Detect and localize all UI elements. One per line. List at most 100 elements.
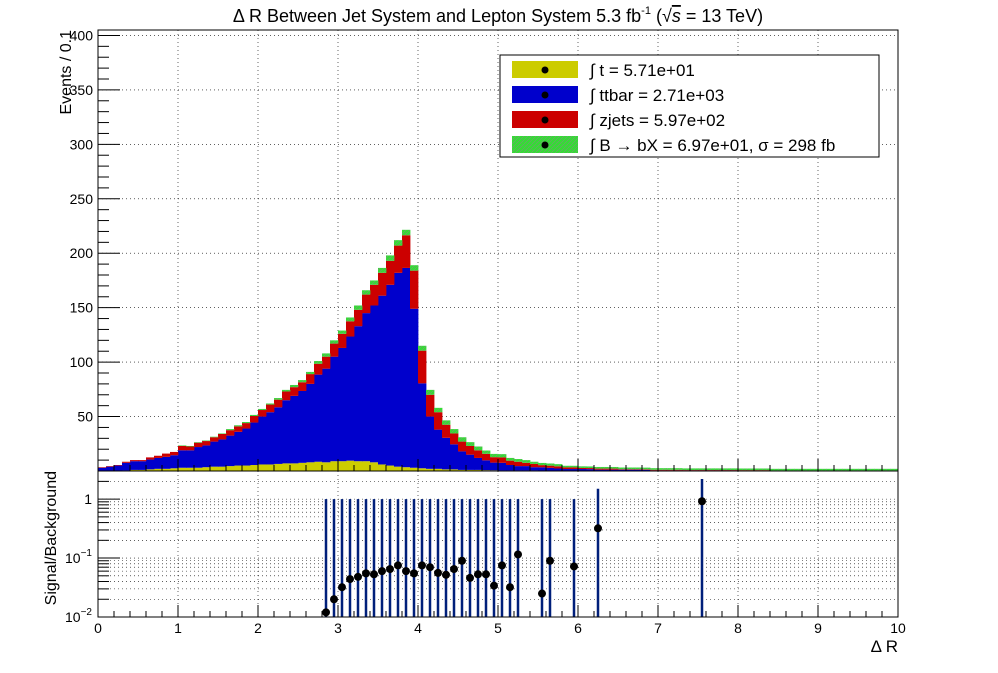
hist-bar [890, 468, 898, 471]
hist-bar [634, 467, 643, 470]
hist-bar [394, 245, 403, 273]
legend-label: ∫ t = 5.71e+01 [589, 61, 695, 80]
hist-bar [210, 441, 219, 467]
hist-bar [186, 467, 195, 471]
ratio-point [538, 589, 546, 598]
hist-bar [866, 468, 875, 471]
legend-marker [541, 141, 549, 149]
hist-bar [554, 464, 563, 467]
hist-bar [218, 466, 227, 471]
hist-bar [514, 461, 523, 467]
hist-bar [634, 469, 643, 470]
hist-bar [506, 457, 515, 461]
hist-bar [346, 336, 355, 461]
hist-bar [242, 428, 251, 466]
hist-bar [234, 426, 243, 432]
x-tick-label: 1 [174, 620, 182, 636]
hist-bar [210, 466, 219, 471]
hist-bar [266, 412, 275, 465]
hist-bar [130, 460, 139, 462]
hist-bar [650, 469, 659, 471]
hist-bar [498, 457, 507, 463]
hist-bar [346, 317, 355, 322]
hist-bar [642, 469, 651, 470]
ratio-point [346, 575, 354, 584]
hist-bar [498, 454, 507, 458]
hist-bar [266, 403, 275, 405]
hist-bar [226, 466, 235, 471]
hist-bar [506, 460, 515, 466]
hist-bar [498, 462, 507, 471]
hist-bar [490, 457, 499, 463]
hist-bar [106, 466, 115, 471]
legend-marker [541, 116, 549, 124]
hist-bar [210, 436, 219, 438]
hist-bar [282, 400, 291, 464]
hist-bar [634, 469, 643, 471]
y-tick-label: 150 [70, 300, 94, 316]
ratio-point [442, 570, 450, 579]
x-tick-label: 7 [654, 620, 662, 636]
hist-bar [186, 450, 195, 468]
hist-bar [810, 468, 819, 471]
hist-bar [378, 464, 387, 471]
hist-bar [426, 468, 435, 471]
hist-bar [146, 457, 155, 460]
hist-bar [594, 466, 603, 469]
hist-bar [290, 463, 299, 471]
hist-bar [554, 468, 563, 471]
hist-bar [842, 468, 851, 471]
hist-bar [242, 423, 251, 429]
hist-bar [154, 455, 163, 458]
hist-bar [394, 240, 403, 246]
ratio-point [330, 595, 338, 604]
hist-bar [282, 463, 291, 471]
hist-bar [178, 445, 187, 451]
legend-label: ∫ zjets = 5.97e+02 [589, 111, 725, 130]
ratio-point [410, 569, 418, 578]
hist-bar [482, 460, 491, 471]
hist-bar [410, 467, 419, 471]
hist-bar [226, 435, 235, 467]
hist-bar [138, 469, 147, 471]
hist-bar [370, 462, 379, 471]
hist-bar [458, 469, 467, 471]
hist-bar [386, 465, 395, 471]
hist-bar [290, 387, 299, 396]
hist-bar [370, 305, 379, 463]
hist-bar [442, 437, 451, 470]
hist-bar [466, 454, 475, 470]
hist-bar [354, 461, 363, 471]
hist-bar [834, 468, 843, 471]
x-tick-label: 10 [890, 620, 906, 636]
hist-bar [874, 468, 883, 471]
hist-bar [434, 412, 443, 430]
hist-bar [626, 469, 635, 470]
hist-bar [218, 439, 227, 467]
hist-bar [434, 407, 443, 413]
hist-bar [266, 404, 275, 413]
hist-bar [554, 466, 563, 469]
hist-bar [162, 468, 171, 471]
hist-bar [298, 382, 307, 391]
hist-bar [330, 461, 339, 471]
hist-bar [346, 460, 355, 471]
hist-bar [354, 326, 363, 462]
ratio-point [546, 556, 554, 565]
ratio-point [402, 567, 410, 576]
hist-bar [306, 383, 315, 463]
hist-bar [202, 445, 211, 468]
hist-bar [234, 431, 243, 466]
hist-bar [610, 468, 619, 470]
hist-bar [322, 368, 331, 463]
hist-bar [434, 468, 443, 471]
hist-bar [578, 466, 587, 468]
hist-bar [602, 469, 611, 471]
hist-bar [362, 313, 371, 462]
hist-bar [610, 466, 619, 469]
hist-bar [378, 272, 387, 296]
hist-bar [162, 456, 171, 469]
hist-bar [370, 280, 379, 285]
hist-bar [242, 465, 251, 471]
hist-bar [666, 469, 675, 471]
